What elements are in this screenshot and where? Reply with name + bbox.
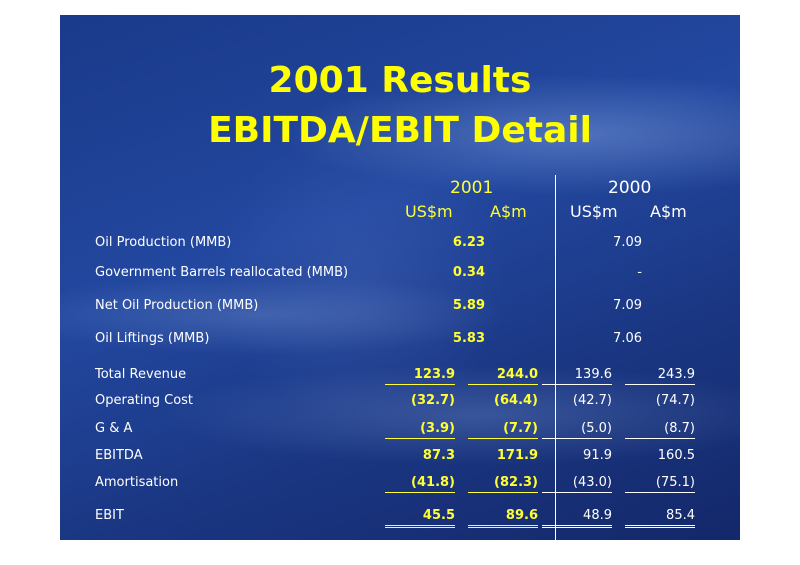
cell-value: 85.4 xyxy=(625,508,695,528)
cell-value: 5.83 xyxy=(452,331,485,346)
cell-value: 0.34 xyxy=(452,265,485,280)
row-label: EBITDA xyxy=(95,448,143,463)
divider xyxy=(555,175,556,540)
cell-value: 91.9 xyxy=(583,448,612,463)
cell-value: 244.0 xyxy=(468,367,538,385)
cell-value: 160.5 xyxy=(657,448,695,463)
cell-value: 89.6 xyxy=(468,508,538,528)
cell-value: - xyxy=(637,265,642,280)
unit-header: A$m xyxy=(490,202,527,221)
row-label: Government Barrels reallocated (MMB) xyxy=(95,265,349,280)
cell-value: (64.4) xyxy=(494,393,538,408)
cell-value: 123.9 xyxy=(385,367,455,385)
cell-value: (3.9) xyxy=(385,421,455,439)
row-label: Oil Liftings (MMB) xyxy=(95,331,210,346)
cell-value: 6.23 xyxy=(452,235,485,250)
unit-header: US$m xyxy=(570,202,618,221)
cell-value: (8.7) xyxy=(625,421,695,439)
cell-value: 139.6 xyxy=(542,367,612,385)
cell-value: (75.1) xyxy=(625,475,695,493)
row-label: G & A xyxy=(95,421,133,436)
cell-value: (5.0) xyxy=(542,421,612,439)
cell-value: (74.7) xyxy=(655,393,695,408)
cell-value: (82.3) xyxy=(468,475,538,493)
row-label: Operating Cost xyxy=(95,393,194,408)
title-line: 2001 Results xyxy=(268,60,532,101)
cell-value: 7.06 xyxy=(613,331,642,346)
unit-header: US$m xyxy=(405,202,453,221)
cell-value: 5.89 xyxy=(452,298,485,313)
row-label: Oil Production (MMB) xyxy=(95,235,232,250)
cell-value: 48.9 xyxy=(542,508,612,528)
title-line: EBITDA/EBIT Detail xyxy=(208,110,592,151)
cell-value: (43.0) xyxy=(542,475,612,493)
cell-value: 7.09 xyxy=(613,235,642,250)
slide: 2001 Results EBITDA/EBIT Detail 2001 2000… xyxy=(60,15,740,540)
cell-value: 87.3 xyxy=(422,448,455,463)
row-label: Net Oil Production (MMB) xyxy=(95,298,259,313)
row-label: EBIT xyxy=(95,508,124,523)
cell-value: (32.7) xyxy=(411,393,455,408)
cell-value: 7.09 xyxy=(613,298,642,313)
cell-value: (7.7) xyxy=(468,421,538,439)
year-header: 2001 xyxy=(450,178,494,198)
cell-value: 45.5 xyxy=(385,508,455,528)
year-header: 2000 xyxy=(608,178,652,198)
cell-value: (41.8) xyxy=(385,475,455,493)
row-label: Amortisation xyxy=(95,475,179,490)
row-label: Total Revenue xyxy=(95,367,187,382)
cell-value: (42.7) xyxy=(572,393,612,408)
cell-value: 171.9 xyxy=(496,448,538,463)
cell-value: 243.9 xyxy=(625,367,695,385)
unit-header: A$m xyxy=(650,202,687,221)
